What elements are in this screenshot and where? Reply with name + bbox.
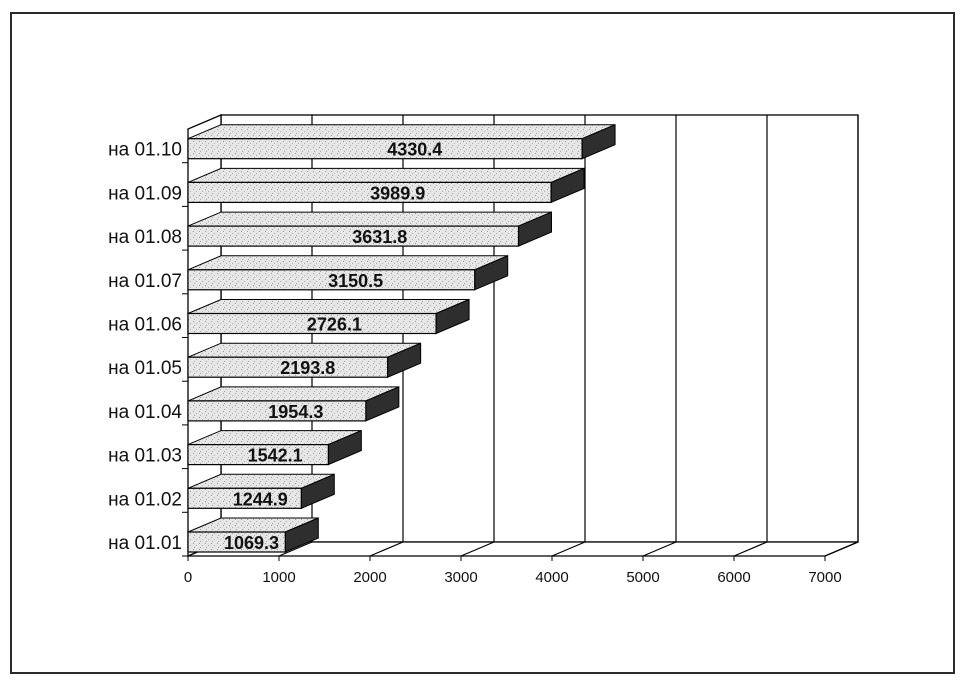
bar-top [187, 124, 616, 140]
bar-top [187, 299, 470, 314]
bar-top [187, 342, 421, 358]
bar-top [187, 386, 400, 402]
category-label: на 01.03 [108, 446, 182, 467]
category-label: на 01.04 [108, 402, 182, 423]
bar [187, 225, 520, 247]
category-label: на 01.05 [108, 358, 182, 379]
category-labels: на 01.10 на 01.09 на 01.08 на 01.07 на 01.06… [108, 140, 188, 557]
chart-frame: 4330.4 3989.9 3631.8 3150.5 2726.1 2193.8 1954… [10, 12, 955, 674]
floor-gridline [733, 541, 768, 557]
bar-chart: 4330.4 3989.9 3631.8 3150.5 2726.1 2193.8 1954… [108, 114, 859, 586]
data-label: 2726.1 [307, 315, 362, 335]
x-tick-label: 3000 [444, 569, 477, 586]
bar-1: 1069.3 [187, 517, 319, 553]
bar-2: 1244.9 [187, 473, 335, 509]
data-label: 1244.9 [233, 489, 288, 509]
x-tick-label: 1000 [262, 569, 295, 586]
category-label: на 01.08 [108, 227, 182, 248]
bar-6: 2726.1 [187, 298, 470, 335]
bar [187, 531, 286, 553]
floor-gridline [642, 541, 677, 557]
bar-top [187, 167, 585, 183]
floor-gridline [460, 541, 495, 557]
category-label: на 01.06 [108, 315, 182, 336]
bar [187, 356, 389, 378]
data-label: 3150.5 [328, 271, 383, 291]
bar [187, 181, 552, 203]
x-tick-label: 2000 [353, 569, 386, 586]
bar [187, 444, 329, 466]
bar-8: 3631.8 [187, 211, 552, 247]
x-tick-label: 5000 [626, 569, 659, 586]
x-axis-ticks: 0 1000 2000 3000 4000 5000 6000 7000 [184, 556, 842, 586]
bar-3: 1542.1 [187, 429, 362, 466]
bar [187, 138, 583, 160]
bar [187, 487, 302, 509]
bar [187, 269, 476, 291]
category-label: на 01.09 [108, 183, 182, 204]
data-label: 4330.4 [387, 140, 442, 160]
bars-group: 4330.4 3989.9 3631.8 3150.5 2726.1 2193.8 1954… [187, 123, 616, 553]
category-label: на 01.02 [108, 489, 182, 510]
category-label: на 01.01 [108, 533, 182, 554]
data-label: 3631.8 [352, 227, 407, 247]
floor-gridline [369, 541, 404, 557]
data-label: 1954.3 [268, 402, 323, 422]
x-tick-label: 7000 [808, 569, 841, 586]
bar-9: 3989.9 [187, 167, 585, 203]
bar [187, 312, 437, 335]
floor-gridline [278, 541, 313, 557]
bar-top [187, 211, 552, 227]
bar-4: 1954.3 [187, 386, 400, 422]
bar-7: 3150.5 [187, 255, 509, 291]
bar-10: 4330.4 [187, 123, 616, 160]
x-tick-label: 4000 [535, 569, 568, 586]
data-label: 1069.3 [224, 533, 279, 553]
data-label: 2193.8 [280, 358, 335, 378]
data-label: 1542.1 [248, 446, 303, 466]
bar-top [187, 255, 508, 271]
x-tick-label: 6000 [717, 569, 750, 586]
bar-5: 2193.8 [187, 342, 422, 378]
bar [187, 400, 367, 422]
floor-gridline [551, 541, 586, 557]
data-label: 3989.9 [370, 183, 425, 203]
category-label: на 01.07 [108, 271, 182, 292]
floor-gridline [824, 541, 859, 557]
category-label: на 01.10 [108, 140, 182, 161]
x-tick-label: 0 [184, 569, 192, 586]
